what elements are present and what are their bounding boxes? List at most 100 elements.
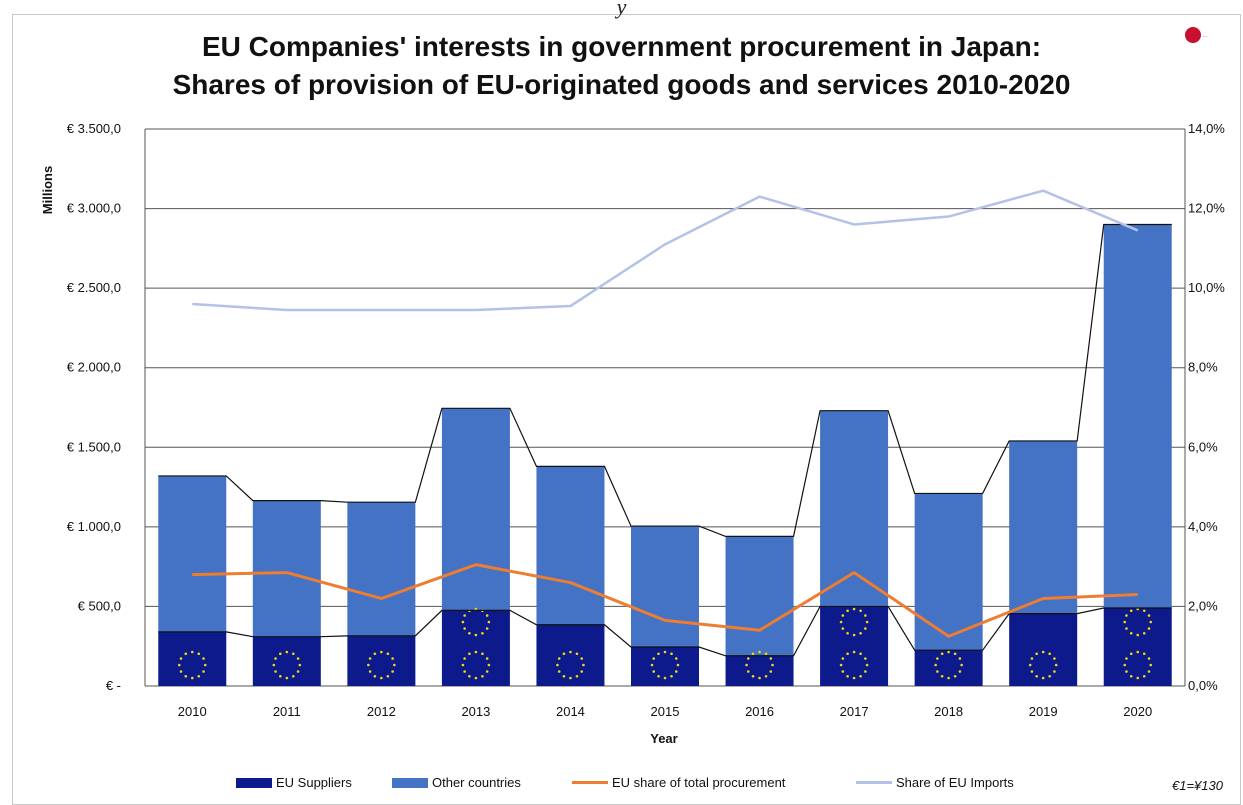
eu-star [292,674,295,678]
eu-star [380,676,383,680]
x-tick-label: 2015 [651,704,680,719]
eu-star [859,609,862,613]
connector-eu [158,605,1172,657]
eu-star [1054,663,1058,667]
eu-star [1136,633,1140,637]
eu-star [1147,670,1151,673]
eu-star [864,614,867,617]
eu-star [650,663,654,667]
y2-tick-label: 4,0% [1188,519,1218,534]
eu-star [485,627,489,630]
bar-other-countries [347,502,416,636]
eu-star [758,676,761,680]
x-tick-label: 2012 [367,704,396,719]
y2-tick-label: 12,0% [1188,201,1225,216]
y-tick-label: € 2.000,0 [67,360,121,375]
eu-star [663,650,667,654]
eu-star [580,670,584,673]
eu-star [936,670,939,673]
eu-star [746,670,750,673]
eu-star [1125,627,1128,630]
eu-star [769,657,773,660]
eu-star [203,663,207,667]
eu-star [940,674,944,678]
eu-star [841,657,845,660]
eu-star [1048,674,1051,678]
eu-star [368,657,372,660]
bar-other-countries [536,466,605,625]
y2-tick-label: 14,0% [1188,121,1225,136]
y-tick-label: € 3.500,0 [67,121,121,136]
legend-swatch-eu-imports [856,781,892,784]
legend-swatch-other-countries [392,777,428,788]
eu-star [953,652,957,656]
eu-star [580,657,584,660]
chart-title: EU Companies' interests in government pr… [0,28,1243,104]
legend-item-eu-suppliers: EU Suppliers [236,775,352,790]
y-tick-label: € 2.500,0 [67,280,121,295]
eu-star [296,670,300,673]
eu-star [859,631,862,635]
bar-eu-suppliers [631,647,699,686]
eu-star [468,631,471,635]
bar-eu-suppliers [914,650,983,686]
bar-other-countries [914,493,983,651]
eu-star [852,650,856,654]
eu-star [1053,657,1056,660]
eu-star [1142,674,1146,678]
eu-star [1147,614,1151,617]
eu-star [190,676,194,680]
eu-star [279,674,282,678]
eu-star [292,652,295,656]
eu-star [190,650,194,654]
line-eu-share-of-procurement [192,563,1138,638]
eu-star [179,670,183,673]
y-tick-label: € 500,0 [78,598,121,613]
eu-star [1125,670,1128,673]
eu-star [1028,663,1032,667]
legend-label-eu-imports: Share of EU Imports [896,775,1014,790]
bar-layer [158,224,1172,686]
eu-star [373,652,377,656]
line-layer [192,189,1139,638]
eu-star [474,633,478,637]
eu-star [296,657,300,660]
eu-star [1142,631,1146,635]
eu-star [557,657,561,660]
y2-tick-label: 8,0% [1188,360,1218,375]
eu-star [846,609,849,613]
eu-star [485,614,489,617]
eu-star [953,674,957,678]
eu-star [865,663,869,667]
eu-star [764,652,768,656]
bar-eu-suppliers [725,655,794,686]
eu-star [859,652,862,656]
eu-star [202,670,205,673]
connector-total [158,223,1172,538]
bar-other-countries [158,475,227,632]
eu-star [582,663,585,667]
eu-star [758,650,761,654]
x-tick-label: 2010 [178,704,207,719]
eu-star [179,657,183,660]
x-axis-title: Year [650,731,677,746]
eu-star [274,670,277,673]
eu-star [485,657,489,660]
eu-star [846,652,849,656]
bar-eu-suppliers [1009,613,1078,686]
eu-star [852,633,856,637]
bar-eu-suppliers [441,610,510,686]
eu-star [746,657,750,660]
eu-star [461,620,465,624]
eu-star [839,620,843,624]
eu-star [1123,663,1127,667]
eu-star [1147,627,1151,630]
x-tick-label: 2011 [273,704,301,719]
eu-star [657,652,660,656]
eu-star [1136,676,1140,680]
eu-star [481,652,484,656]
y-tick-label: € - [106,678,121,693]
eu-star [368,670,372,673]
line-share-of-eu-imports [192,189,1139,312]
eu-star [562,674,566,678]
